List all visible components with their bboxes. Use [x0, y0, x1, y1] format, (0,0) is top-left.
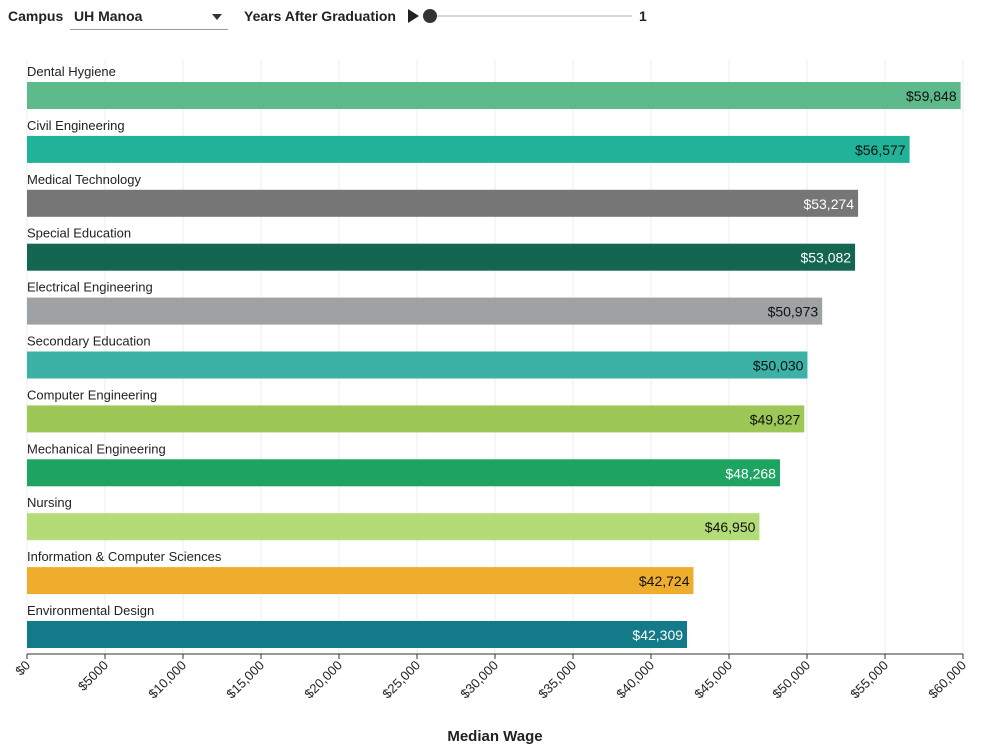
category-label: Computer Engineering	[27, 387, 157, 402]
x-tick-label: $35,000	[535, 658, 579, 702]
bar	[27, 621, 688, 648]
bar	[27, 189, 859, 217]
play-icon[interactable]	[408, 9, 419, 23]
bar-value-label: $48,268	[725, 465, 776, 481]
category-label: Dental Hygiene	[27, 64, 116, 79]
x-tick-label: $45,000	[691, 658, 735, 702]
bar	[27, 297, 823, 325]
x-tick-label: $10,000	[145, 658, 189, 702]
bar	[27, 135, 910, 163]
median-wage-bar-chart: Dental Hygiene $59,848 Civil Engineering $5…	[12, 60, 969, 745]
bar-value-label: $56,577	[855, 142, 906, 158]
x-tick-label: $5000	[75, 658, 111, 694]
category-label: Secondary Education	[27, 334, 151, 349]
bar	[27, 82, 961, 109]
campus-select[interactable]: UH Manoa	[70, 4, 228, 30]
category-label: Medical Technology	[27, 172, 141, 187]
years-after-graduation-label: Years After Graduation	[244, 8, 396, 24]
years-slider-track[interactable]	[426, 15, 632, 17]
x-tick-label: $30,000	[457, 658, 501, 702]
bar-value-label: $50,973	[768, 304, 819, 320]
x-tick-label: $55,000	[847, 658, 891, 702]
category-label: Nursing	[27, 495, 72, 510]
campus-label: Campus	[8, 8, 64, 24]
x-tick-label: $15,000	[223, 658, 267, 702]
bar-value-label: $59,848	[906, 88, 957, 104]
category-label: Mechanical Engineering	[27, 441, 166, 456]
bar	[27, 405, 805, 433]
bar-value-label: $53,274	[803, 196, 854, 212]
category-label: Civil Engineering	[27, 118, 125, 133]
bar	[27, 567, 694, 595]
bar-value-label: $50,030	[753, 358, 804, 374]
category-label: Electrical Engineering	[27, 280, 153, 295]
bar	[27, 459, 780, 487]
x-tick-label: $20,000	[301, 658, 345, 702]
x-tick-label: $25,000	[379, 658, 423, 702]
category-label: Information & Computer Sciences	[27, 549, 222, 564]
x-tick-label: $40,000	[613, 658, 657, 702]
years-slider-value: 1	[639, 8, 647, 24]
x-tick-label: $0	[12, 658, 33, 679]
x-axis-title: Median Wage	[447, 728, 542, 745]
category-label: Special Education	[27, 226, 131, 241]
x-tick-label: $50,000	[769, 658, 813, 702]
bar-value-label: $49,827	[750, 411, 801, 427]
category-label: Environmental Design	[27, 603, 154, 618]
chart-controls: Campus UH Manoa Years After Graduation 1	[0, 0, 986, 34]
campus-select-value: UH Manoa	[74, 8, 143, 24]
years-slider-thumb[interactable]	[423, 9, 437, 23]
bar-value-label: $46,950	[705, 519, 756, 535]
bar	[27, 351, 808, 379]
bar-value-label: $42,309	[632, 627, 683, 643]
bar	[27, 243, 856, 271]
bar-value-label: $53,082	[800, 250, 851, 266]
bar	[27, 513, 760, 541]
chevron-down-icon	[212, 14, 222, 20]
x-tick-label: $60,000	[925, 658, 969, 702]
bar-value-label: $42,724	[639, 573, 690, 589]
